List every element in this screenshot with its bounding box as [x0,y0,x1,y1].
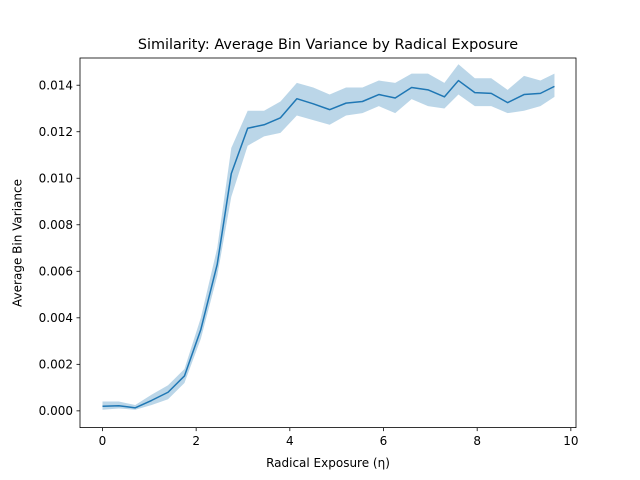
y-tick-label: 0.008 [39,218,73,232]
plot-frame [79,57,577,429]
y-tick-label: 0.010 [39,172,73,186]
x-tick-label: 8 [473,434,481,448]
y-tick-label: 0.000 [39,404,73,418]
y-axis: 0.000 0.002 0.004 0.006 0.008 0.010 0.012 0.014 [39,79,80,418]
y-tick-label: 0.006 [39,265,73,279]
x-tick-label: 6 [380,434,388,448]
x-axis: 0 2 4 6 8 10 [99,427,578,448]
x-tick-label: 0 [99,434,107,448]
x-tick-label: 10 [563,434,578,448]
chart-title: Similarity: Average Bin Variance by Radi… [138,37,518,53]
y-tick-label: 0.004 [39,311,73,325]
x-tick-label: 4 [286,434,294,448]
plot-area [102,64,555,410]
y-axis-label: Average Bin Variance [11,179,25,307]
y-tick-label: 0.014 [39,79,73,93]
y-tick-label: 0.002 [39,358,73,372]
y-tick-label: 0.012 [39,125,73,139]
x-axis-label: Radical Exposure (η) [266,456,390,470]
confidence-band [102,64,555,410]
x-tick-label: 2 [192,434,200,448]
